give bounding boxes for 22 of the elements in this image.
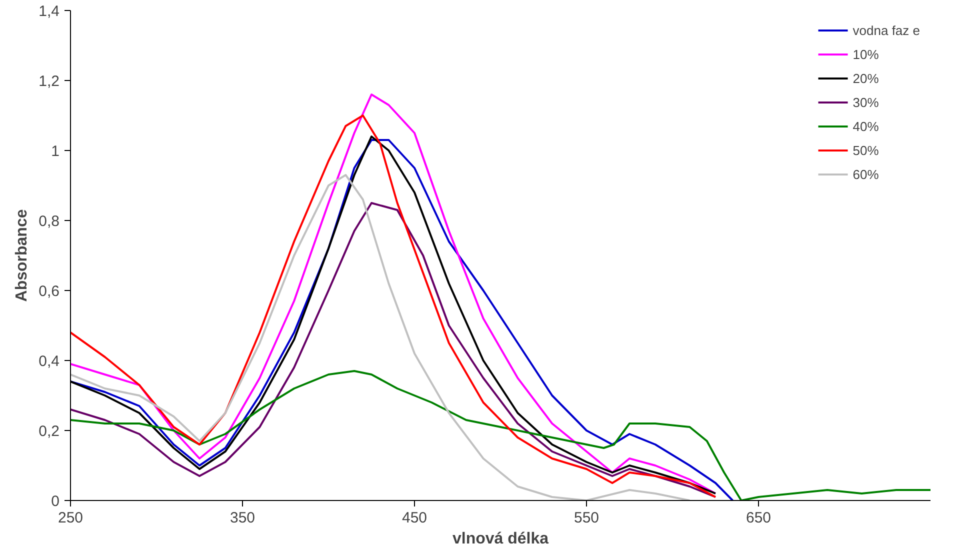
y-axis-title: Absorbance (14, 209, 31, 302)
legend-label: 40% (852, 118, 879, 134)
x-tick-label: 650 (746, 510, 772, 526)
y-tick-label: 1,4 (38, 3, 60, 20)
x-tick-label: 350 (230, 510, 256, 526)
legend-label: vodna faz e (852, 22, 920, 38)
legend-label: 20% (852, 70, 879, 86)
y-tick-label: 0,4 (38, 353, 60, 370)
y-tick-label: 1,2 (38, 73, 60, 90)
y-tick-label: 0,6 (38, 283, 60, 300)
x-tick-label: 450 (402, 510, 428, 526)
x-axis-title: vlnová délka (452, 530, 549, 548)
y-tick-label: 0,8 (38, 213, 60, 230)
y-tick-label: 1 (51, 143, 60, 160)
legend-label: 60% (852, 166, 879, 182)
x-tick-label: 250 (58, 510, 84, 526)
y-tick-label: 0 (51, 493, 60, 510)
legend-label: 50% (852, 142, 879, 158)
x-tick-label: 550 (574, 510, 600, 526)
legend-label: 10% (852, 46, 879, 62)
legend-label: 30% (852, 94, 879, 110)
y-tick-label: 0,2 (38, 423, 60, 440)
